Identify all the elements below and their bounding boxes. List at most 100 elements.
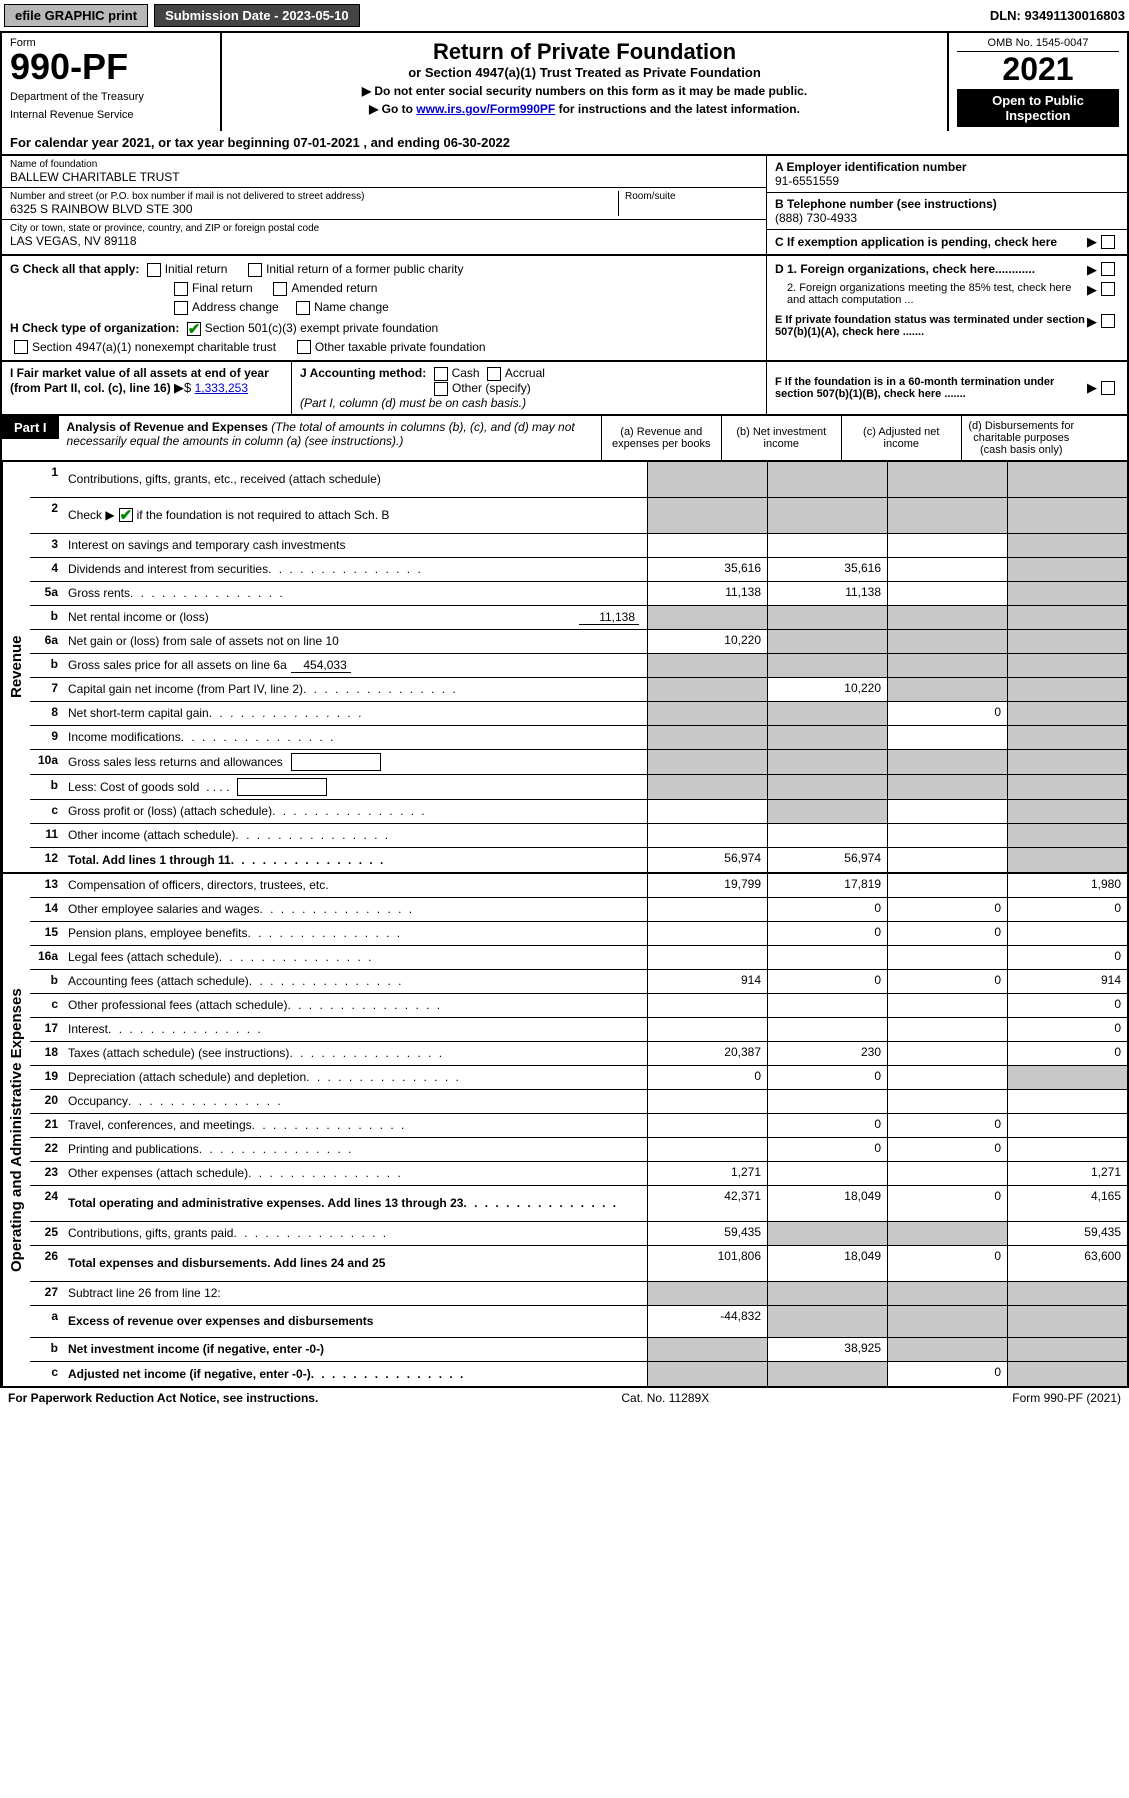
row-label: Net rental income or (loss) 11,138 <box>64 606 647 629</box>
arrow-icon: ▶ <box>1087 262 1097 278</box>
cell-c <box>887 750 1007 774</box>
d1-checkbox[interactable] <box>1101 262 1115 276</box>
initial-return-checkbox[interactable] <box>147 263 161 277</box>
e-checkbox[interactable] <box>1101 314 1115 328</box>
address-change-checkbox[interactable] <box>174 301 188 315</box>
arrow-icon: ▶ <box>1087 314 1097 330</box>
r9-text: Income modifications <box>68 730 181 744</box>
cell-a <box>647 534 767 557</box>
cell-b <box>767 800 887 823</box>
cell-c <box>887 1090 1007 1113</box>
row-num: 7 <box>30 678 64 701</box>
r4-text: Dividends and interest from securities <box>68 562 268 576</box>
gross-sales-input[interactable]: 454,033 <box>291 658 351 673</box>
foundation-name-cell: Name of foundation BALLEW CHARITABLE TRU… <box>2 156 766 188</box>
cell-b <box>767 702 887 725</box>
row-4: 4 Dividends and interest from securities… <box>30 558 1127 582</box>
cell-b <box>767 534 887 557</box>
cell-d: 1,271 <box>1007 1162 1127 1185</box>
cell-b <box>767 726 887 749</box>
row-label: Interest on savings and temporary cash i… <box>64 534 647 557</box>
d2-checkbox[interactable] <box>1101 282 1115 296</box>
cell-c <box>887 678 1007 701</box>
cal-begin: 07-01-2021 <box>293 135 360 150</box>
cell-c <box>887 1066 1007 1089</box>
cell-b <box>767 824 887 847</box>
row-label: Subtract line 26 from line 12: <box>64 1282 647 1305</box>
open-to-public-badge: Open to Public Inspection <box>957 89 1119 127</box>
r19-text: Depreciation (attach schedule) and deple… <box>68 1070 306 1084</box>
row-num: 16a <box>30 946 64 969</box>
efile-button[interactable]: efile GRAPHIC print <box>4 4 148 27</box>
final-return-checkbox[interactable] <box>174 282 188 296</box>
r18-text: Taxes (attach schedule) (see instruction… <box>68 1046 289 1060</box>
header-right: OMB No. 1545-0047 2021 Open to Public In… <box>947 33 1127 131</box>
fmv-value[interactable]: 1,333,253 <box>195 381 248 395</box>
cogs-box[interactable] <box>237 778 327 796</box>
cell-d <box>1007 498 1127 533</box>
initial-former-checkbox[interactable] <box>248 263 262 277</box>
d1-label: D 1. Foreign organizations, check here..… <box>775 262 1087 276</box>
cell-c: 0 <box>887 1246 1007 1281</box>
amended-return-checkbox[interactable] <box>273 282 287 296</box>
cell-a <box>647 1018 767 1041</box>
arrow-icon: ▶$ <box>174 380 191 395</box>
other-method-checkbox[interactable] <box>434 382 448 396</box>
cell-a: 1,271 <box>647 1162 767 1185</box>
row-label: Legal fees (attach schedule) <box>64 946 647 969</box>
cell-a <box>647 1114 767 1137</box>
section-4947-checkbox[interactable] <box>14 340 28 354</box>
cell-d <box>1007 800 1127 823</box>
row-num: 20 <box>30 1090 64 1113</box>
gross-sales-box[interactable] <box>291 753 381 771</box>
cell-a: -44,832 <box>647 1306 767 1337</box>
cell-d: 0 <box>1007 898 1127 921</box>
section-4947-label: Section 4947(a)(1) nonexempt charitable … <box>32 340 276 354</box>
expenses-rows: 13 Compensation of officers, directors, … <box>30 874 1127 1386</box>
row-num: 13 <box>30 874 64 897</box>
foundation-name: BALLEW CHARITABLE TRUST <box>10 170 758 184</box>
row-8: 8 Net short-term capital gain 0 <box>30 702 1127 726</box>
row-label: Printing and publications <box>64 1138 647 1161</box>
dept-treasury: Department of the Treasury <box>10 91 212 103</box>
final-return-label: Final return <box>192 281 253 295</box>
row-label: Less: Cost of goods sold . . . . <box>64 775 647 799</box>
info-left: Name of foundation BALLEW CHARITABLE TRU… <box>2 156 767 254</box>
exemption-checkbox[interactable] <box>1101 235 1115 249</box>
f-checkbox[interactable] <box>1101 381 1115 395</box>
row-num: 18 <box>30 1042 64 1065</box>
cell-a <box>647 702 767 725</box>
cell-a <box>647 1362 767 1386</box>
form-number: 990-PF <box>10 49 212 85</box>
c-label: C If exemption application is pending, c… <box>775 235 1087 249</box>
r10c-text: Gross profit or (loss) (attach schedule) <box>68 804 272 818</box>
row-label: Taxes (attach schedule) (see instruction… <box>64 1042 647 1065</box>
cell-d <box>1007 726 1127 749</box>
section-501c3-checkbox[interactable] <box>187 322 201 336</box>
net-rental-input[interactable]: 11,138 <box>579 610 639 625</box>
row-num: 9 <box>30 726 64 749</box>
d-e-section: D 1. Foreign organizations, check here..… <box>767 256 1127 360</box>
row-num: 14 <box>30 898 64 921</box>
row-13: 13 Compensation of officers, directors, … <box>30 874 1127 898</box>
cell-d: 0 <box>1007 994 1127 1017</box>
other-taxable-checkbox[interactable] <box>297 340 311 354</box>
r14-text: Other employee salaries and wages <box>68 902 259 916</box>
cell-c <box>887 498 1007 533</box>
info-right: A Employer identification number 91-6551… <box>767 156 1127 254</box>
accrual-checkbox[interactable] <box>487 367 501 381</box>
cell-d <box>1007 462 1127 497</box>
cash-checkbox[interactable] <box>434 367 448 381</box>
name-change-checkbox[interactable] <box>296 301 310 315</box>
sch-b-checkbox[interactable] <box>119 508 133 522</box>
g-section: G Check all that apply: Initial return I… <box>2 256 767 360</box>
section-501c3-label: Section 501(c)(3) exempt private foundat… <box>205 321 438 335</box>
form990pf-link[interactable]: www.irs.gov/Form990PF <box>416 102 555 116</box>
cell-d <box>1007 1362 1127 1386</box>
topbar: efile GRAPHIC print Submission Date - 20… <box>0 0 1129 31</box>
cat-number: Cat. No. 11289X <box>621 1391 709 1405</box>
row-22: 22 Printing and publications 0 0 <box>30 1138 1127 1162</box>
cell-b: 0 <box>767 922 887 945</box>
cell-d <box>1007 534 1127 557</box>
calendar-year-row: For calendar year 2021, or tax year begi… <box>0 131 1129 156</box>
